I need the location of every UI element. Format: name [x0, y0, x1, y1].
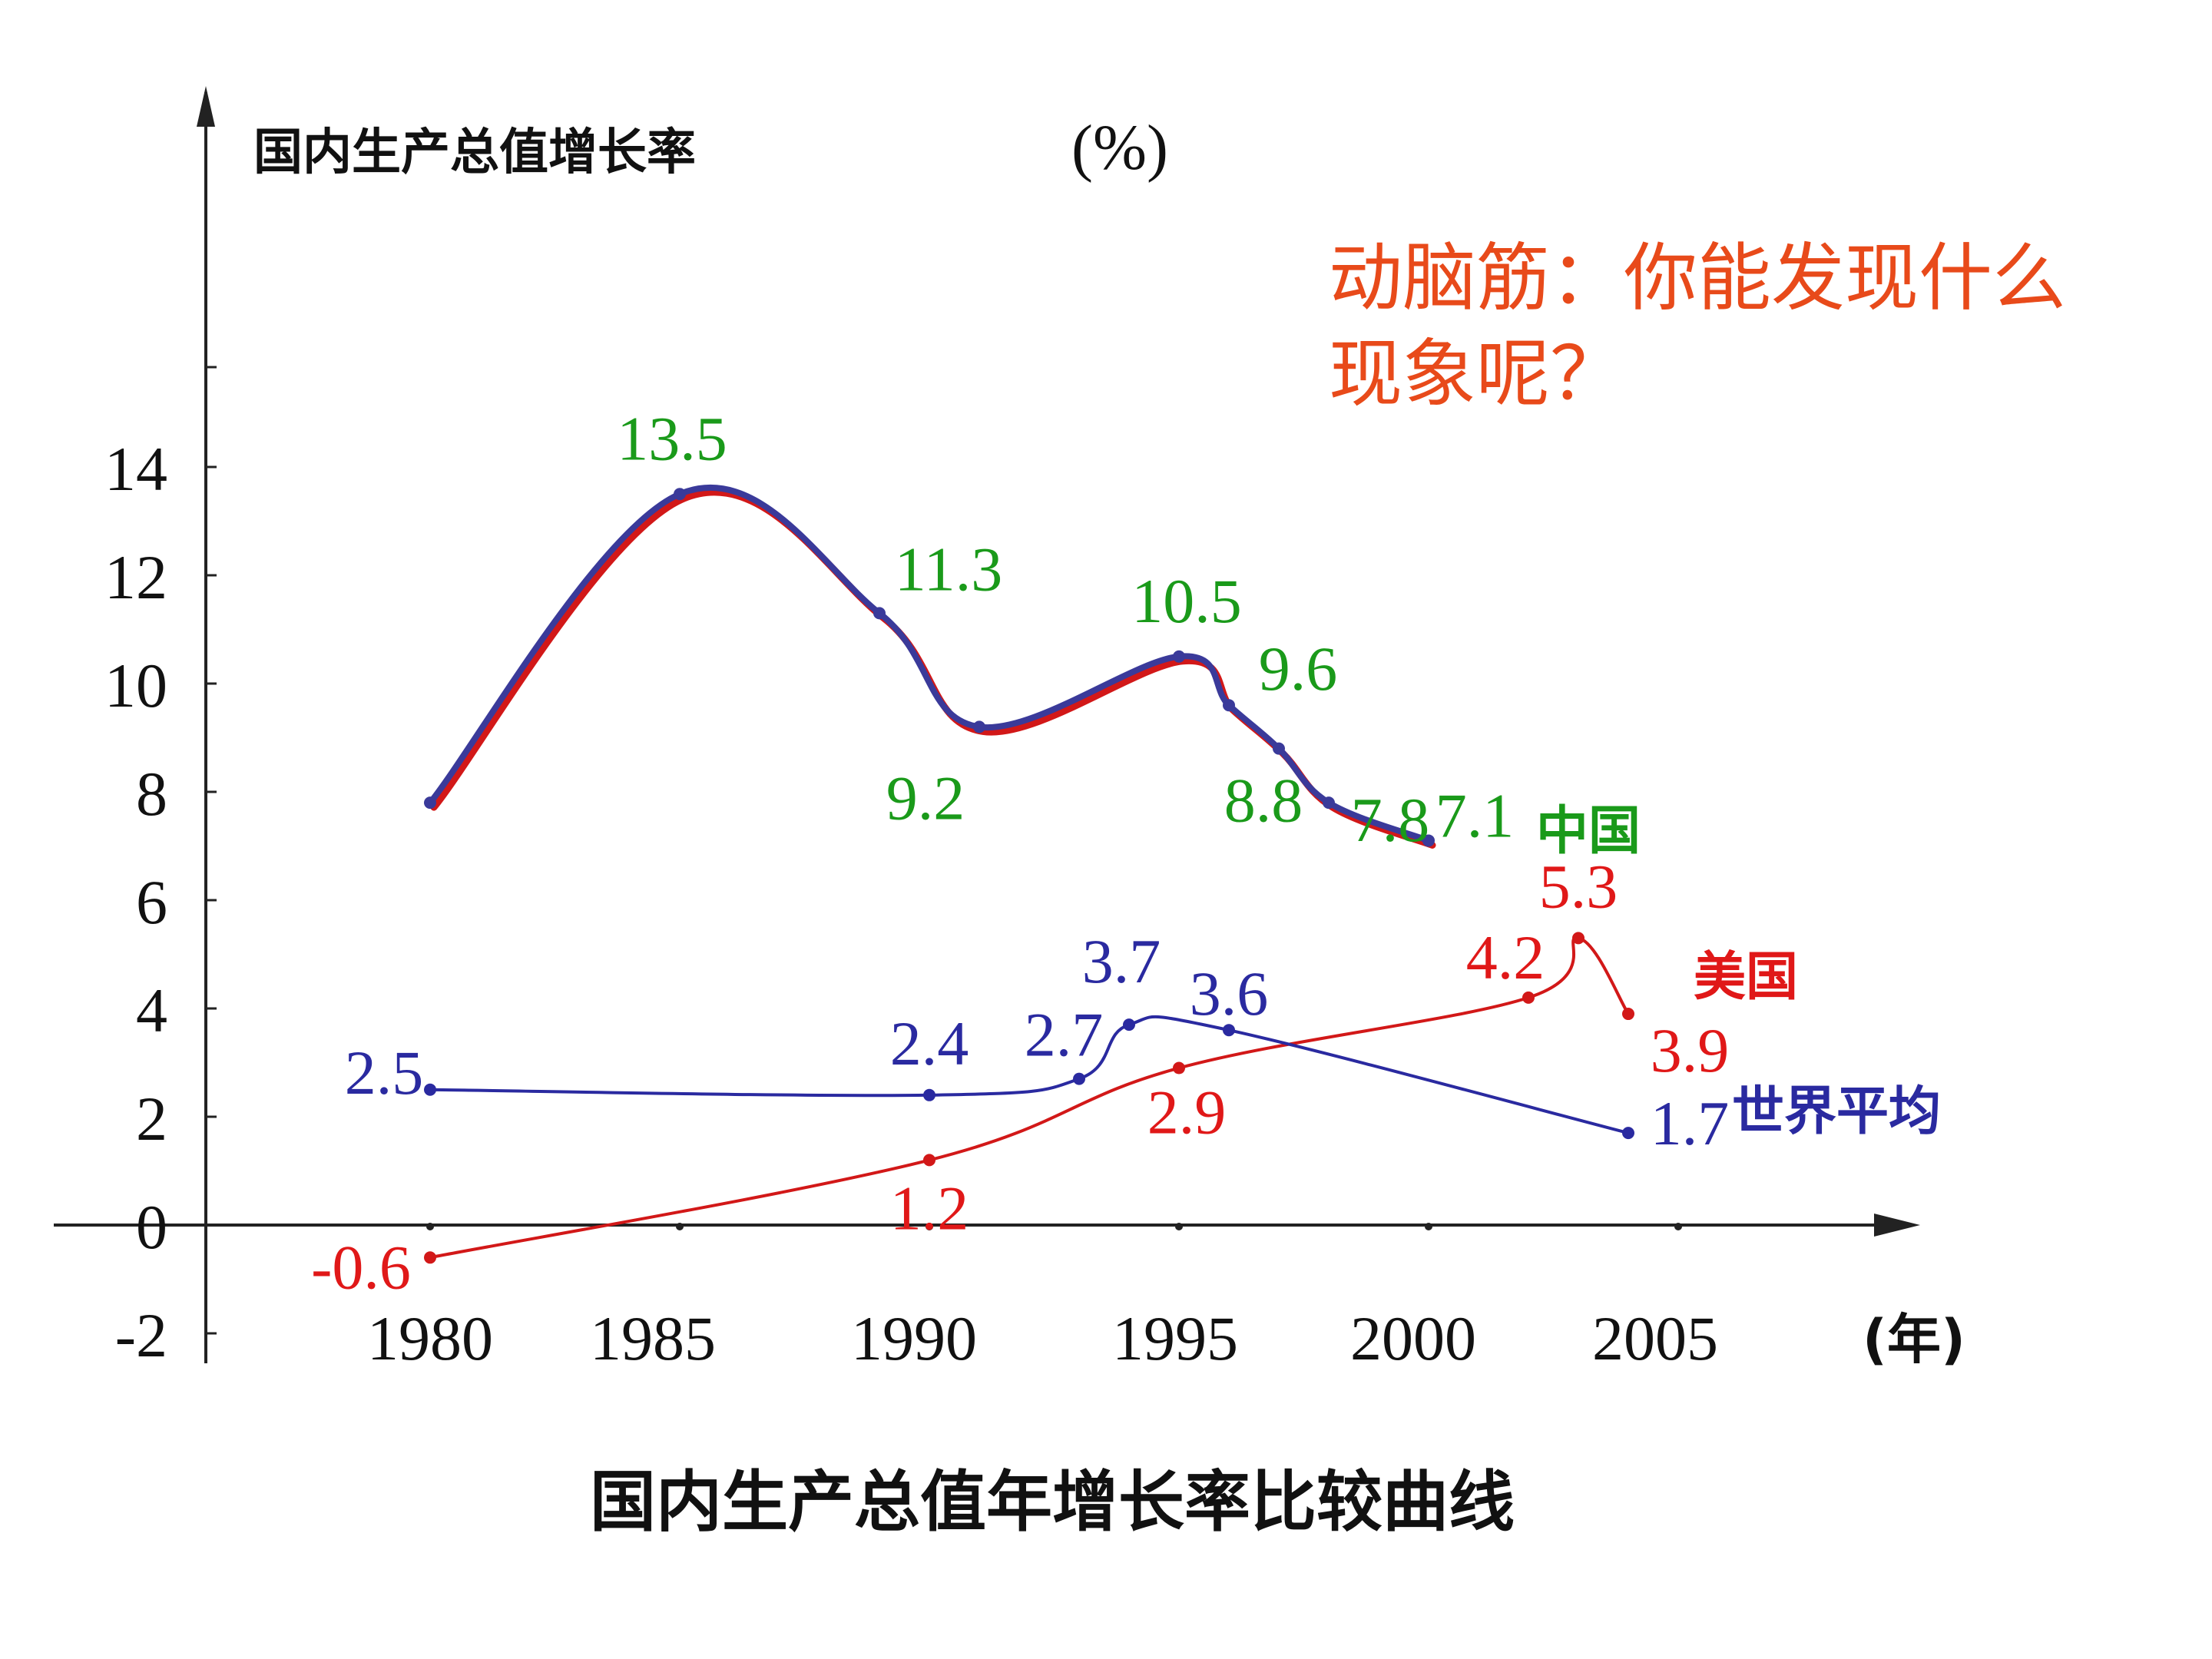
x-tick-mark: [926, 1223, 933, 1230]
x-tick-label: 2000: [1350, 1303, 1476, 1373]
y-tick-label: 12: [104, 542, 167, 612]
x-tick-label: 2005: [1592, 1303, 1718, 1373]
data-label-china: 9.2: [886, 763, 965, 833]
legend-usa: 美国: [1694, 947, 1798, 1008]
data-point-china: [973, 720, 985, 733]
data-point-china: [674, 488, 686, 501]
data-label-china: 7.8: [1351, 785, 1430, 855]
y-axis-title: 国内生产总值增长率: [253, 124, 696, 181]
y-tick-label: 10: [104, 651, 167, 720]
data-point-usa: [1622, 1008, 1634, 1021]
data-label-usa: 1.2: [890, 1173, 969, 1243]
y-axis-arrow: [197, 86, 215, 127]
data-label-world-average: 1.7: [1651, 1088, 1730, 1158]
data-point-usa: [1173, 1061, 1185, 1075]
data-label-usa: 5.3: [1539, 851, 1618, 921]
data-point-usa: [1572, 932, 1584, 945]
data-label-world-average: 3.7: [1082, 926, 1161, 996]
data-point-china: [1422, 834, 1435, 847]
data-point-usa: [923, 1154, 935, 1167]
x-tick-label: 1980: [367, 1303, 493, 1373]
y-axis-unit: (%): [1071, 112, 1168, 184]
chart-title: 国内生产总值年增长率比较曲线: [590, 1464, 1515, 1541]
x-tick-mark: [1425, 1223, 1432, 1230]
data-point-world-average: [424, 1083, 436, 1096]
data-label-usa: 3.9: [1651, 1015, 1730, 1085]
data-label-world-average: 2.4: [890, 1008, 969, 1078]
data-point-china: [1223, 699, 1235, 712]
y-tick-label: 8: [136, 759, 167, 829]
data-point-usa: [1522, 991, 1535, 1004]
data-point-world-average: [1622, 1127, 1634, 1140]
x-tick-mark: [676, 1223, 684, 1230]
series-line-china: [427, 485, 1432, 844]
data-point-china: [873, 607, 886, 620]
data-label-world-average: 2.7: [1025, 1000, 1104, 1070]
y-tick-label: -2: [115, 1300, 167, 1370]
data-point-china: [424, 796, 436, 810]
data-label-world-average: 2.5: [345, 1038, 424, 1108]
x-tick-mark: [1674, 1223, 1682, 1230]
data-point-china: [1323, 796, 1335, 810]
x-tick-mark: [1175, 1223, 1183, 1230]
data-label-usa: 4.2: [1466, 922, 1545, 992]
data-point-world-average: [1123, 1018, 1135, 1031]
y-tick-label: 14: [104, 434, 167, 504]
data-point-china: [1173, 650, 1185, 663]
x-tick-label: 1985: [590, 1303, 716, 1373]
legend-china: 中国: [1536, 801, 1641, 862]
data-label-china: 8.8: [1224, 766, 1303, 836]
data-label-china: 7.1: [1435, 780, 1515, 850]
annotation-line-2: 现象呢？: [1329, 331, 1624, 417]
x-tick-label: 1990: [851, 1303, 977, 1373]
x-axis-title: (年): [1863, 1308, 1965, 1371]
x-tick-mark: [426, 1223, 434, 1230]
data-point-usa: [424, 1251, 436, 1264]
data-label-usa: 2.9: [1147, 1078, 1227, 1147]
x-axis-arrow: [1874, 1214, 1920, 1237]
data-point-china: [1273, 742, 1285, 755]
data-label-china: 11.3: [895, 534, 1002, 604]
x-tick-label: 1995: [1112, 1303, 1238, 1373]
y-tick-label: 4: [136, 975, 167, 1045]
data-label-china: 9.6: [1259, 634, 1338, 704]
legend-world-average: 世界平均: [1732, 1081, 1941, 1142]
annotation-line-1: 动脑筋：你能发现什么: [1329, 235, 2066, 321]
y-tick-label: 0: [136, 1192, 167, 1262]
data-point-world-average: [1073, 1072, 1085, 1085]
series-line-world-average: [429, 1015, 1630, 1135]
y-tick-label: 6: [136, 867, 167, 937]
data-point-world-average: [1223, 1024, 1235, 1037]
data-label-usa: -0.6: [311, 1232, 411, 1302]
data-label-world-average: 3.6: [1190, 959, 1269, 1028]
data-label-china: 13.5: [617, 403, 727, 473]
y-tick-label: 2: [136, 1084, 167, 1154]
data-point-world-average: [923, 1088, 935, 1101]
data-label-china: 10.5: [1131, 566, 1242, 636]
